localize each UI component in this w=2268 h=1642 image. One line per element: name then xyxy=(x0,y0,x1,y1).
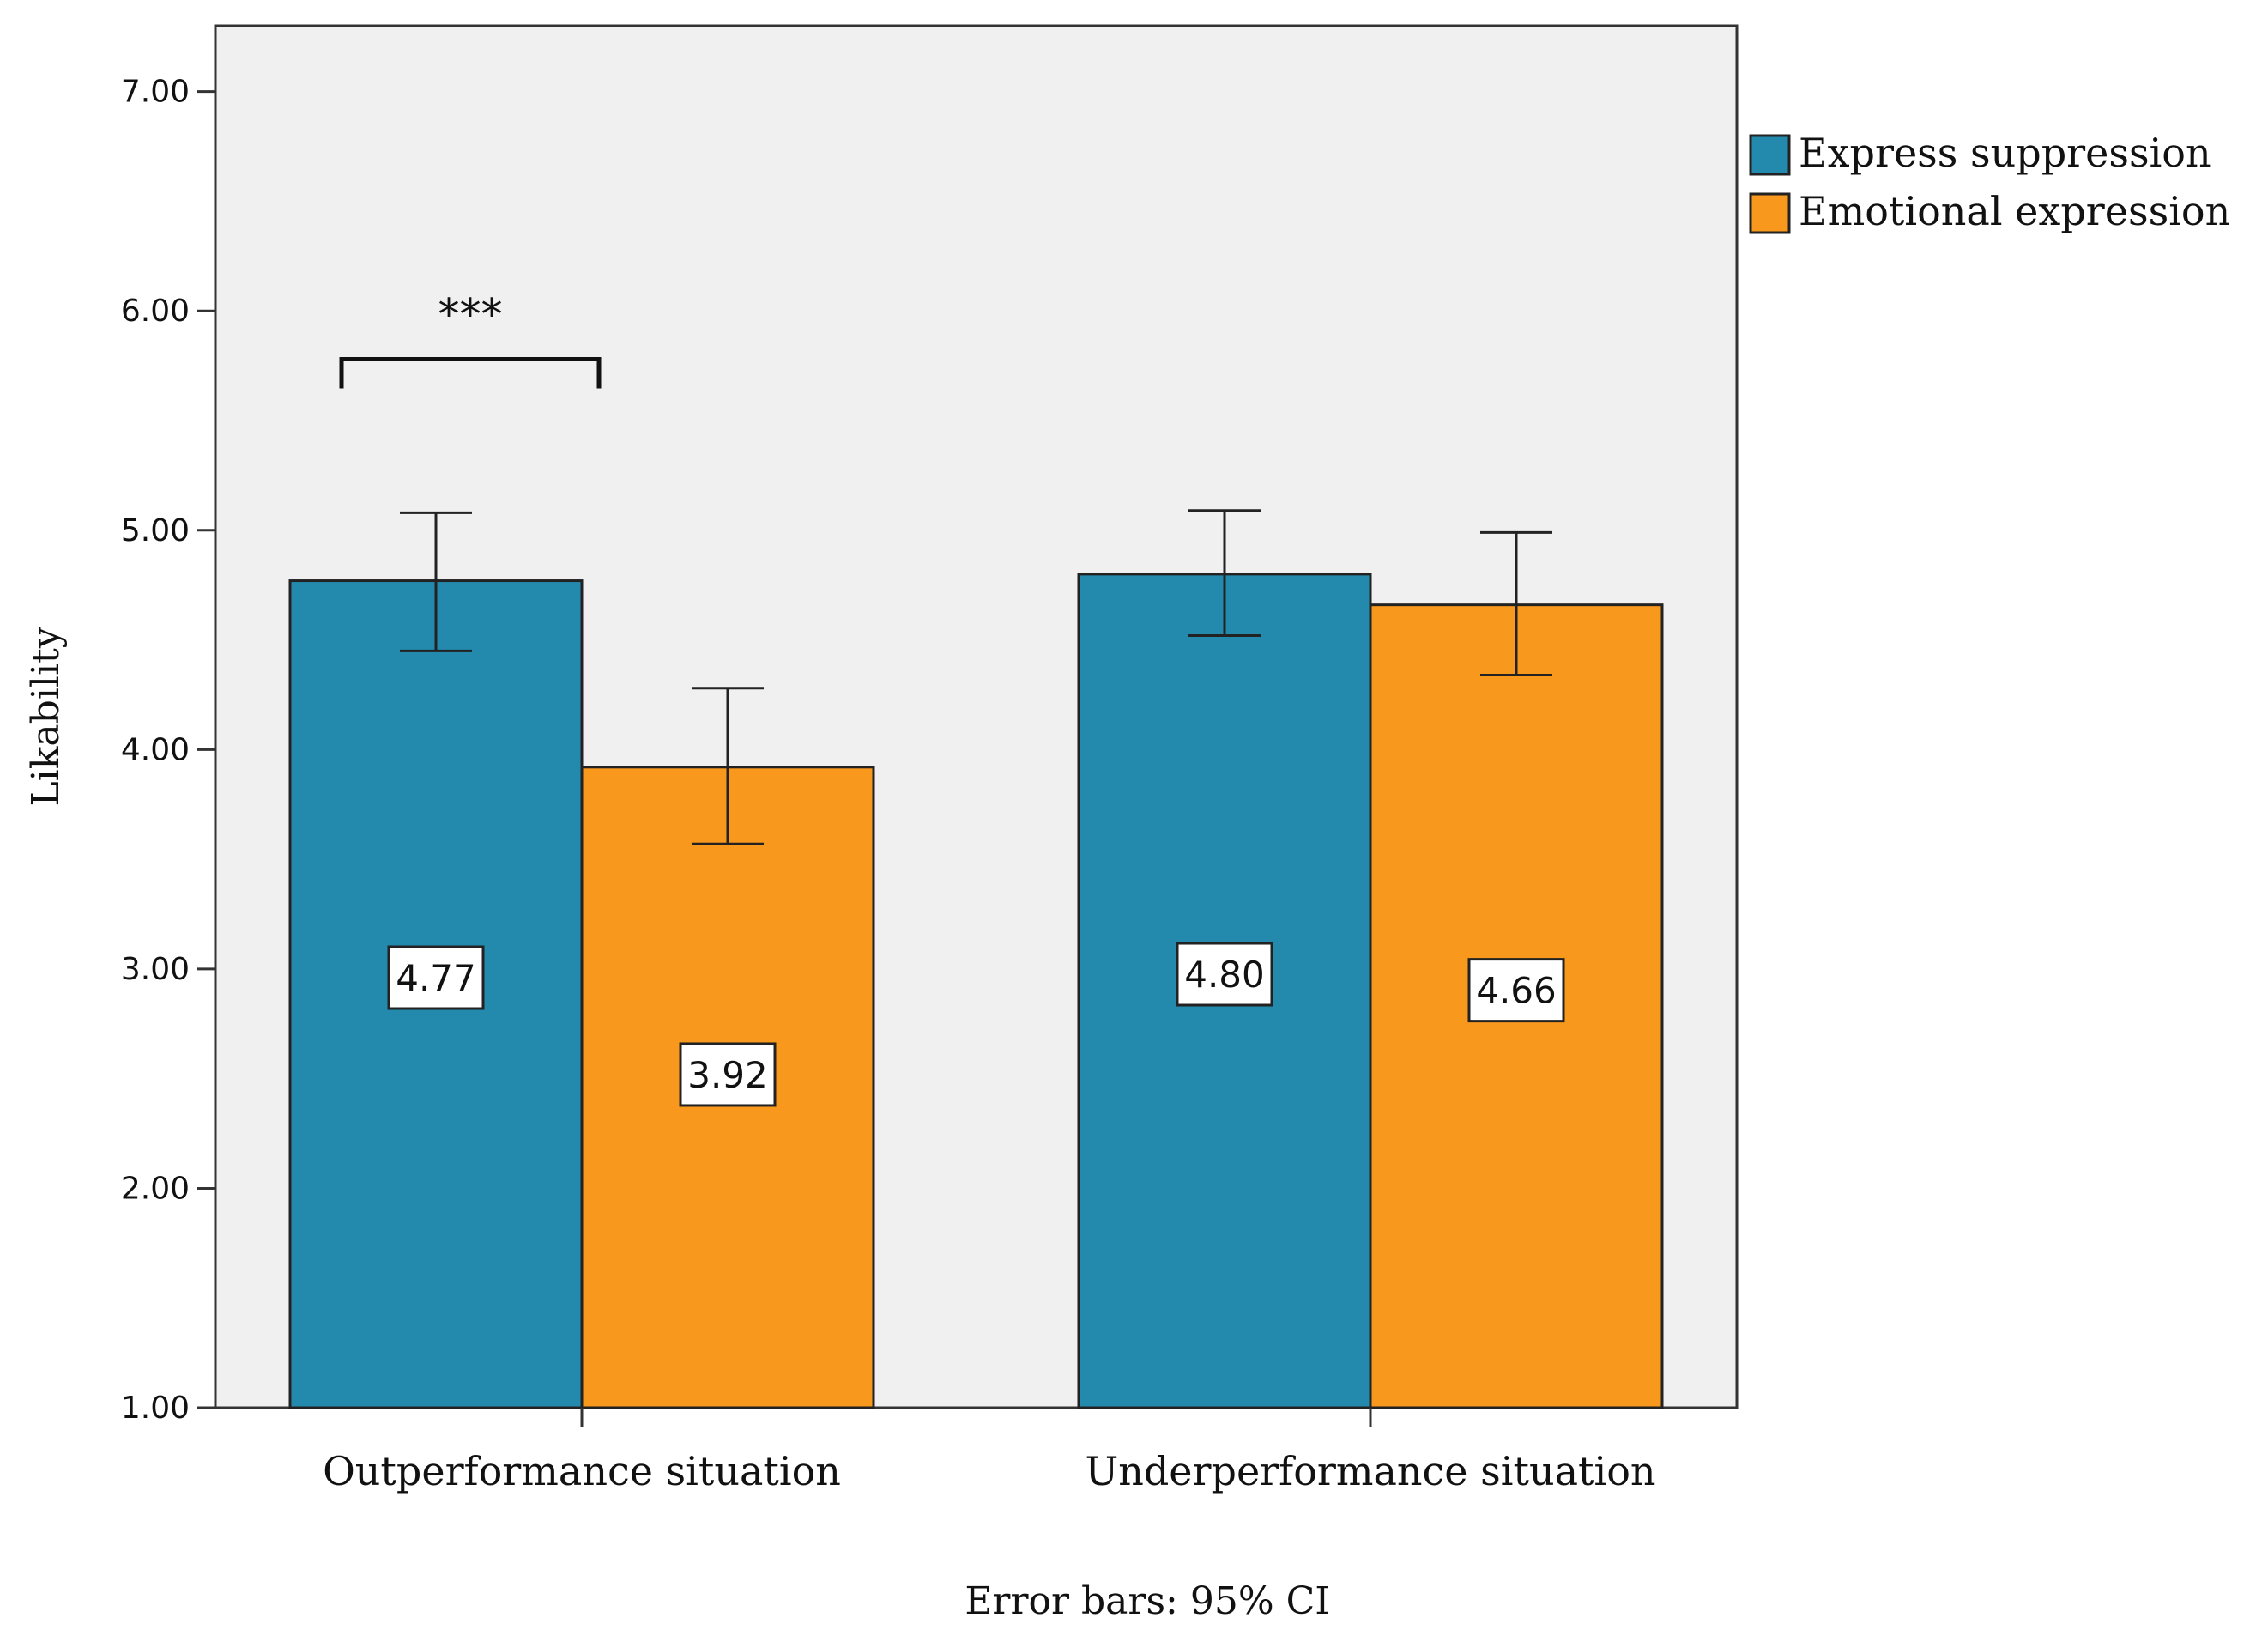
data-label-box xyxy=(1467,958,1565,1023)
data-label-box xyxy=(387,945,485,1010)
data-label: 3.92 xyxy=(687,1054,768,1096)
legend-swatch xyxy=(1749,134,1791,176)
legend-label: Emotional expression xyxy=(1799,188,2230,234)
data-label-box xyxy=(1176,942,1273,1007)
x-tick-label: Outperformance situation xyxy=(323,1448,841,1494)
y-tick-label: 3.00 xyxy=(121,952,190,987)
legend: Express suppression Emotional expression xyxy=(1749,130,2230,234)
legend-swatch xyxy=(1749,192,1791,234)
significance-bracket xyxy=(339,356,602,389)
y-tick-label: 4.00 xyxy=(121,732,190,767)
y-tick-label: 7.00 xyxy=(121,75,190,110)
x-tick-label: Underperformance situation xyxy=(1085,1448,1655,1494)
legend-label: Express suppression xyxy=(1799,130,2211,176)
error-bar-note: Error bars: 95% CI xyxy=(965,1579,1329,1623)
data-labels: 4.77 3.92 4.80 4.66 xyxy=(387,942,1565,1107)
y-axis: 1.00 2.00 3.00 4.00 5.00 6.00 7.00 xyxy=(121,75,215,1426)
y-tick-label: 6.00 xyxy=(121,294,190,329)
y-tick-label: 5.00 xyxy=(121,513,190,548)
data-label: 4.77 xyxy=(396,957,476,999)
y-tick-label: 1.00 xyxy=(121,1391,190,1426)
significance-label: *** xyxy=(438,289,503,339)
data-label: 4.66 xyxy=(1476,970,1557,1012)
annotations: *** xyxy=(339,289,602,389)
y-tick-label: 2.00 xyxy=(121,1171,190,1206)
y-axis-title: Likability xyxy=(24,627,68,806)
x-axis: Outperformance situation Underperformance… xyxy=(323,1408,1656,1494)
data-label-box xyxy=(679,1042,777,1107)
data-label: 4.80 xyxy=(1184,954,1265,996)
error-bars xyxy=(400,509,1552,845)
